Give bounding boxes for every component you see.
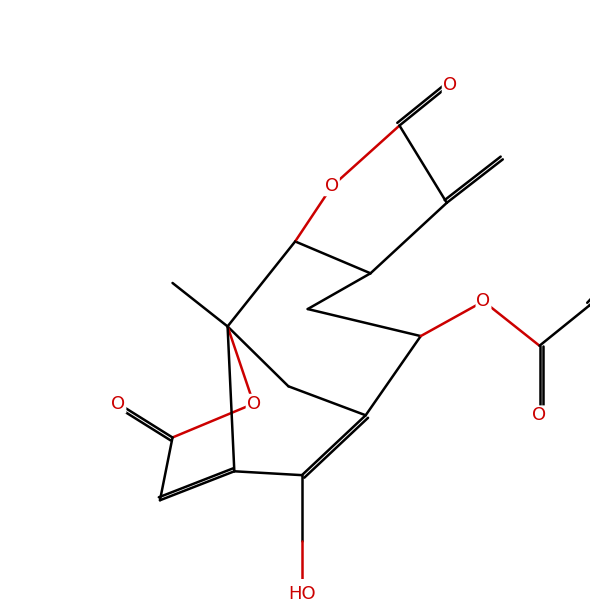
Text: O: O: [532, 406, 547, 424]
Text: HO: HO: [288, 585, 316, 600]
Text: O: O: [476, 292, 491, 310]
Text: O: O: [112, 395, 125, 413]
Text: O: O: [325, 178, 339, 196]
Text: O: O: [247, 395, 261, 413]
Text: O: O: [443, 76, 457, 94]
